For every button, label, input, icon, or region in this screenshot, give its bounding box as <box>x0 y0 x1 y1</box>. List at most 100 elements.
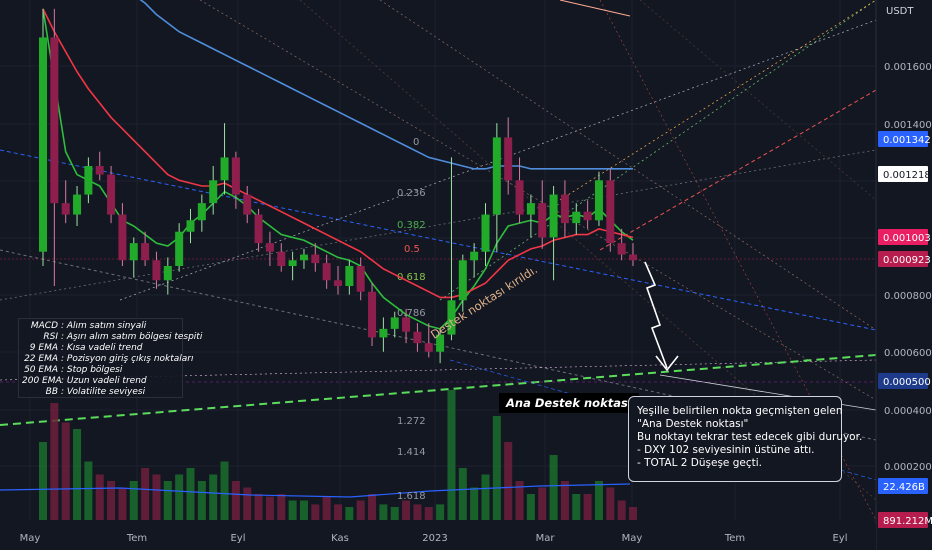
legend-text: : Stop bölgesi <box>61 365 123 375</box>
trend-line <box>0 354 877 426</box>
price-badge-label: 0.000923 <box>883 255 931 266</box>
legend-key: 9 EMA <box>29 343 58 353</box>
volume-bar <box>186 468 195 520</box>
down-arrow-head <box>655 355 679 372</box>
volume-bar <box>356 500 365 520</box>
y-axis-bg <box>876 0 932 550</box>
volume-bar <box>197 481 206 520</box>
candle-body <box>334 280 342 286</box>
volume-bar <box>402 500 411 520</box>
candle-body <box>526 203 535 215</box>
volume-bar <box>379 504 388 520</box>
fib-level-label: 1.618 <box>397 491 426 502</box>
legend-text: : Aşırı alım satım bölgesi tespiti <box>61 332 203 342</box>
x-tick-label: Tem <box>126 533 147 544</box>
x-tick-label: May <box>622 533 643 544</box>
volume-bar <box>220 461 229 520</box>
ema-line <box>42 8 634 330</box>
price-badge <box>878 229 928 245</box>
volume-bar <box>492 416 501 520</box>
price-badge <box>878 251 928 267</box>
volume-bar <box>390 507 399 520</box>
candle-body <box>186 220 195 232</box>
x-axis-bg <box>0 524 876 550</box>
x-tick-label: Mar <box>536 533 556 544</box>
volume-bar <box>73 429 82 520</box>
y-tick-label: 0.001600 <box>884 62 932 73</box>
trend-line <box>559 0 631 17</box>
volume-bar <box>368 494 377 520</box>
legend-text: : Alım satım sinyali <box>61 321 147 331</box>
candle-body <box>481 214 490 252</box>
candle-body <box>265 243 274 252</box>
volume-bar <box>231 481 240 520</box>
volume-bar <box>334 504 342 520</box>
price-badge-label: 22.426B <box>883 482 925 493</box>
y-tick-label: 0.000200 <box>884 462 932 473</box>
price-badge <box>878 478 928 494</box>
volume-bar <box>243 487 252 520</box>
fib-level-label: 0.618 <box>397 272 426 283</box>
candle-body <box>368 291 377 338</box>
fib-levels: 0 0.236 0.382 0.5 0.618 0.786 1.272 1.414 1.618 <box>397 137 426 502</box>
indicator-legend: MACD: Alım satım sinyali RSI: Aşırı alım… <box>18 318 202 398</box>
volume-bar <box>470 487 479 520</box>
candle-body <box>345 266 354 286</box>
candle-body <box>61 203 70 215</box>
candle-body <box>84 166 93 195</box>
candle-body <box>594 180 603 221</box>
x-axis[interactable]: May Tem Eyl Kas 2023 Mar May Tem Eyl <box>0 524 876 550</box>
ema-lines <box>42 0 634 330</box>
fib-level-label: 1.272 <box>397 416 426 427</box>
volume-bar <box>436 504 445 520</box>
overlay-lines <box>644 261 679 372</box>
candle-body <box>617 243 626 255</box>
note-line: Yeşille belirtilen nokta geçmişten gelen <box>637 405 843 417</box>
trend-line <box>199 0 877 401</box>
price-badge-label: 0.000500 <box>883 377 931 388</box>
volume-bar <box>583 494 592 520</box>
legend-key: BB <box>45 387 58 397</box>
trend-line <box>379 0 877 331</box>
volume-bar <box>288 500 297 520</box>
volume-bar <box>538 487 547 520</box>
candle-body <box>538 203 547 238</box>
volume-bar <box>560 481 569 520</box>
candle-body <box>129 243 138 261</box>
fib-level-label: 0.382 <box>397 220 426 231</box>
y-axis[interactable]: 0.001600 0.001400 0.000800 0.000600 0.000400… <box>875 0 932 550</box>
legend-row: 22 EMA: Pozisyon giriş çıkış noktaları <box>22 354 193 365</box>
analysis-note: Yeşille belirtilen nokta geçmişten gelen… <box>628 396 862 482</box>
price-badge-label: 0.001218 <box>883 170 931 181</box>
volume-bar <box>629 507 637 520</box>
x-tick-label: 2023 <box>422 533 447 544</box>
legend-text: : Kısa vadeli trend <box>61 343 143 353</box>
volume-bars <box>0 390 637 520</box>
legend-row: 50 EMA: Stop bölgesi <box>22 365 179 376</box>
candle-body <box>504 137 513 181</box>
volume-bar <box>413 504 422 520</box>
candle-body <box>402 317 411 332</box>
candle-body <box>549 194 558 238</box>
volume-bar <box>84 461 93 520</box>
volume-bar <box>50 403 59 520</box>
volume-bar <box>617 500 626 520</box>
price-badge-label: 891.212M <box>883 516 932 527</box>
trend-line <box>119 19 877 301</box>
volume-bar <box>265 496 274 520</box>
volume-bar <box>209 474 218 520</box>
volume-bar <box>175 474 184 520</box>
fib-level-label: 0.786 <box>397 308 426 319</box>
legend-text: : Pozisyon giriş çıkış noktaları <box>61 354 194 364</box>
legend-key: RSI <box>43 332 58 342</box>
y-tick-label: 0.000800 <box>884 291 932 302</box>
ana-destek-label: Ana Destek noktası <box>499 393 639 413</box>
candle-body <box>413 331 422 344</box>
volume-ma-line <box>0 483 631 498</box>
volume-bar <box>277 494 286 520</box>
volume-bar <box>515 481 524 520</box>
fib-level-label: 0 <box>413 137 419 148</box>
volume-bar <box>299 500 308 520</box>
